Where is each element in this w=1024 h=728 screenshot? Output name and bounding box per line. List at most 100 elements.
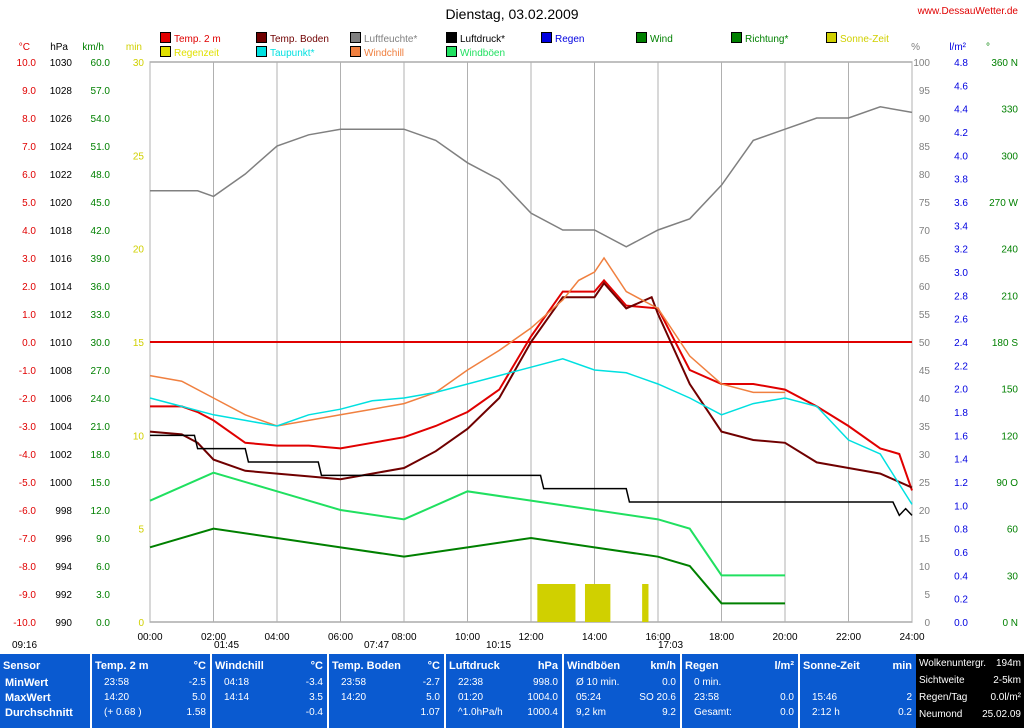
- temp-tick-label: 7.0: [22, 142, 36, 153]
- legend-label: Windchill: [364, 48, 405, 59]
- humidity-tick-label: 100: [913, 58, 930, 69]
- direction-tick-label: 330: [1001, 105, 1018, 116]
- temp-tick-label: 3.0: [22, 254, 36, 265]
- stats-row: 01:20 1004.0: [446, 692, 562, 706]
- wind-tick-label: 12.0: [91, 506, 111, 517]
- direction-tick-label: 240: [1001, 245, 1018, 256]
- stats-header: Windchill: [215, 660, 264, 672]
- event-time-1: 01:45: [214, 640, 240, 651]
- stats-cell: 14:20: [341, 692, 367, 703]
- stats-cell: 2:12 h: [812, 707, 840, 718]
- x-tick-label: 12:00: [518, 632, 543, 643]
- legend-swatch: [826, 32, 837, 43]
- temp-tick-label: -3.0: [19, 422, 37, 433]
- stats-cell: MinWert: [5, 677, 49, 689]
- temp-tick-label: -5.0: [19, 478, 37, 489]
- stats-block: Temp. Boden °C 23:58 -2.7 14:20 5.0 1.07: [327, 654, 444, 728]
- legend-item: Regen: [541, 32, 584, 45]
- humidity-tick-label: 5: [924, 590, 930, 601]
- stats-block: Regen l/m² 0 min. 23:58 0.0 Gesamt: 0.0: [680, 654, 798, 728]
- stats-row: ^1.0hPa/h 1000.4: [446, 707, 562, 721]
- stats-header: Windböen: [567, 660, 621, 672]
- sun-tick-label: 25: [133, 151, 145, 162]
- wind-tick-label: 18.0: [91, 450, 111, 461]
- temp-tick-label: 0.0: [22, 338, 36, 349]
- moonset-time: 09:16: [12, 640, 38, 651]
- stats-cell: 23:58: [341, 677, 367, 688]
- x-tick-label: 08:00: [391, 632, 416, 643]
- humidity-tick-label: 25: [919, 478, 931, 489]
- stats-value: 9.2: [662, 707, 676, 718]
- stats-header: Temp. Boden: [332, 660, 401, 672]
- temp-tick-label: 10.0: [17, 58, 37, 69]
- wind-tick-label: 48.0: [91, 170, 111, 181]
- wind-tick-label: 9.0: [96, 534, 110, 545]
- humidity-tick-label: 10: [919, 562, 931, 573]
- rain-tick-label: 0.8: [954, 525, 968, 536]
- stats-row: 05:24 SO 20.6: [564, 692, 680, 706]
- stats-row: 22:38 998.0: [446, 677, 562, 691]
- sun-tick-label: 5: [138, 525, 144, 536]
- temp-tick-label: 8.0: [22, 114, 36, 125]
- rain-tick-label: 1.2: [954, 478, 968, 489]
- stats-value: 5.0: [192, 692, 206, 703]
- stats-block: Sensor MinWert MaxWert Durchschnitt: [0, 654, 88, 728]
- direction-tick-label: 120: [1001, 431, 1018, 442]
- direction-tick-label: 360 N: [991, 58, 1018, 69]
- humidity-tick-label: 75: [919, 198, 931, 209]
- legend-label: Richtung*: [745, 34, 789, 45]
- legend-item: Sonne-Zeit: [826, 32, 889, 45]
- sunset-time: 17:03: [658, 640, 684, 651]
- legend-swatch: [160, 32, 171, 43]
- side-value: 25.02.09: [982, 709, 1021, 720]
- humidity-tick-label: 15: [919, 534, 931, 545]
- stats-value: 0.0: [662, 677, 676, 688]
- rain-tick-label: 2.6: [954, 315, 968, 326]
- legend-swatch: [350, 46, 361, 57]
- legend-item: Regenzeit: [160, 46, 219, 59]
- legend-item: Windchill: [350, 46, 404, 59]
- rain-tick-label: 3.2: [954, 245, 968, 256]
- legend-label: Luftdruck*: [460, 34, 506, 45]
- stats-block: Luftdruck hPa 22:38 998.0 01:20 1004.0 ^1.0hPa…: [444, 654, 562, 728]
- stats-value: 1.58: [186, 707, 206, 718]
- side-label: Wolkenuntergr.: [919, 658, 987, 669]
- humidity-tick-label: 60: [919, 282, 931, 293]
- stats-unit: l/m²: [774, 660, 794, 672]
- unit-pct: %: [911, 42, 920, 53]
- sun-tick-label: 0: [138, 618, 144, 629]
- stats-header: Sonne-Zeit: [803, 660, 860, 672]
- direction-tick-label: 60: [1007, 525, 1019, 536]
- stats-row: Ø 10 min. 0.0: [564, 677, 680, 691]
- legend-item: Windböen: [446, 46, 505, 59]
- rain-tick-label: 3.4: [954, 221, 968, 232]
- pressure-tick-label: 996: [55, 534, 72, 545]
- stats-header: Sensor: [3, 660, 41, 672]
- stats-unit: °C: [427, 660, 440, 672]
- site-link[interactable]: www.DessauWetter.de: [917, 6, 1018, 17]
- temp-tick-label: 5.0: [22, 198, 36, 209]
- rain-tick-label: 4.2: [954, 128, 968, 139]
- legend-item: Temp. Boden: [256, 32, 329, 45]
- pressure-tick-label: 998: [55, 506, 72, 517]
- direction-tick-label: 0 N: [1002, 618, 1018, 629]
- x-tick-label: 22:00: [836, 632, 861, 643]
- rain-tick-label: 4.4: [954, 105, 968, 116]
- side-label: Neumond: [919, 709, 963, 720]
- direction-tick-label: 210: [1001, 291, 1018, 302]
- wind-tick-label: 57.0: [91, 86, 111, 97]
- stats-block: Sonne-Zeit min 15:46 2 2:12 h 0.2: [798, 654, 916, 728]
- humidity-tick-label: 80: [919, 170, 931, 181]
- series-luftdruck-: [150, 434, 913, 517]
- rain-tick-label: 2.4: [954, 338, 968, 349]
- rain-tick-label: 1.6: [954, 431, 968, 442]
- side-panel: Wolkenuntergr. 194m Sichtweite 2-5km Regen/T…: [916, 654, 1024, 728]
- stats-cell: Gesamt:: [694, 707, 732, 718]
- legend-swatch: [446, 46, 457, 57]
- sun-tick-label: 10: [133, 431, 145, 442]
- sun-tick-label: 30: [133, 58, 145, 69]
- rain-tick-label: 2.0: [954, 385, 968, 396]
- humidity-tick-label: 85: [919, 142, 931, 153]
- stats-unit: min: [892, 660, 912, 672]
- legend-label: Regen: [555, 34, 585, 45]
